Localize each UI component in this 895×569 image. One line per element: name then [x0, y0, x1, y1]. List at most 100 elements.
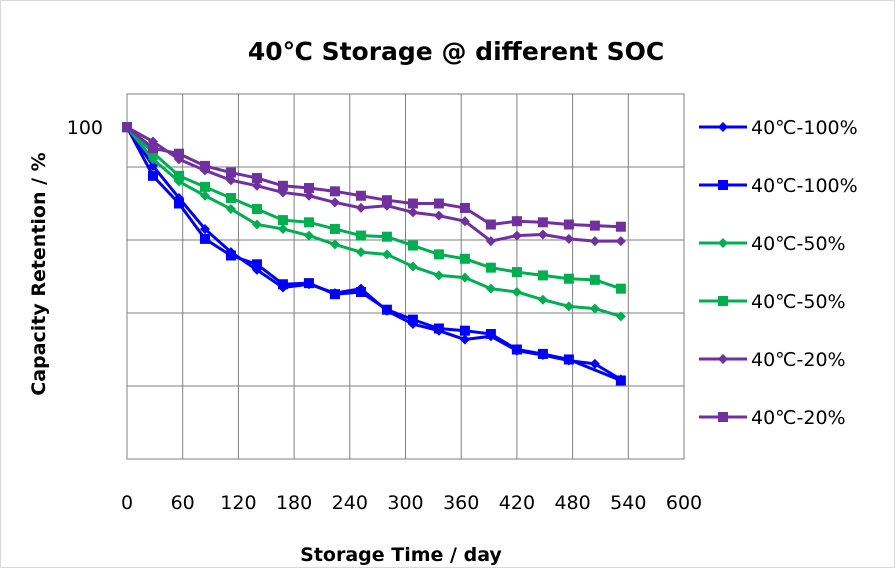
- data-point: [277, 223, 288, 234]
- data-point: [407, 240, 418, 251]
- data-point: [251, 180, 262, 191]
- series-6: [122, 122, 626, 232]
- data-point: [147, 143, 158, 154]
- data-point: [589, 303, 600, 314]
- data-point: [381, 249, 392, 260]
- data-point: [199, 223, 210, 234]
- data-point: [199, 190, 210, 201]
- data-point: [225, 250, 236, 261]
- data-point: [407, 207, 418, 218]
- data-point: [589, 358, 600, 369]
- legend-marker: [718, 122, 728, 132]
- legend-marker: [718, 412, 728, 422]
- legend-marker: [718, 238, 728, 248]
- data-point: [303, 217, 314, 228]
- data-point: [329, 239, 340, 250]
- data-point: [459, 216, 470, 227]
- data-point: [537, 217, 548, 228]
- data-point: [225, 192, 236, 203]
- data-point: [589, 236, 600, 247]
- legend-label: 40℃-100%: [751, 175, 858, 197]
- data-point: [277, 215, 288, 226]
- legend-label: 40℃-50%: [751, 233, 846, 255]
- data-point: [277, 180, 288, 191]
- legend-marker: [718, 296, 728, 306]
- data-point: [485, 329, 496, 340]
- series-line: [126, 126, 621, 229]
- legend-item: 40℃-20%: [699, 349, 846, 371]
- data-point: [563, 233, 574, 244]
- legend-item: 40℃-50%: [699, 233, 846, 255]
- x-tick-label: 600: [666, 492, 702, 514]
- data-point: [251, 219, 262, 230]
- data-point: [251, 173, 262, 184]
- data-point: [537, 348, 548, 359]
- data-point: [355, 286, 366, 297]
- legend-marker: [718, 354, 728, 364]
- data-point: [459, 334, 470, 345]
- data-point: [511, 267, 522, 278]
- data-point: [615, 221, 626, 232]
- data-point: [303, 183, 314, 194]
- series-5: [122, 122, 626, 247]
- series-line: [125, 126, 622, 318]
- data-point: [122, 122, 132, 133]
- data-point: [615, 283, 626, 294]
- data-point: [329, 223, 340, 234]
- data-point: [173, 148, 184, 159]
- data-point: [563, 273, 574, 284]
- data-point: [459, 325, 470, 336]
- x-tick-label: 540: [610, 492, 646, 514]
- data-point: [355, 202, 366, 213]
- data-point: [381, 304, 392, 315]
- data-point: [173, 198, 184, 209]
- data-point: [615, 375, 626, 386]
- data-point: [251, 259, 262, 270]
- x-tick-label: 60: [171, 492, 195, 514]
- data-point: [433, 198, 444, 209]
- legend-item: 40℃-20%: [699, 407, 846, 429]
- data-point: [173, 170, 184, 181]
- data-point: [433, 323, 444, 334]
- legend-label: 40℃-20%: [751, 349, 846, 371]
- legend-marker: [718, 180, 728, 190]
- data-point: [277, 279, 288, 290]
- x-tick-label: 480: [554, 492, 590, 514]
- plot-area: 0 60 120 180 240 300 360 420 480 540 600 100: [67, 93, 702, 514]
- data-point: [589, 274, 600, 285]
- data-point: [329, 289, 340, 300]
- data-point: [199, 233, 210, 244]
- data-point: [589, 220, 600, 231]
- x-tick-label: 300: [387, 492, 423, 514]
- data-point: [147, 170, 158, 181]
- series-2: [122, 122, 626, 386]
- data-point: [537, 270, 548, 281]
- data-point: [433, 210, 444, 221]
- data-point: [355, 247, 366, 258]
- x-tick-label: 420: [499, 492, 535, 514]
- data-point: [459, 253, 470, 264]
- data-point: [537, 229, 548, 240]
- data-point: [485, 283, 496, 294]
- legend-item: 40℃-50%: [699, 291, 846, 313]
- data-point: [225, 175, 236, 186]
- data-point: [225, 167, 236, 178]
- data-point: [459, 202, 470, 213]
- legend-item: 40℃-100%: [699, 175, 858, 197]
- legend-item: 40℃-100%: [699, 117, 858, 139]
- x-tick-label: 240: [332, 492, 368, 514]
- data-point: [225, 204, 236, 215]
- x-axis-title: Storage Time / day: [300, 544, 502, 566]
- data-point: [485, 262, 496, 273]
- data-point: [537, 294, 548, 305]
- data-point: [407, 198, 418, 209]
- data-point: [485, 236, 496, 247]
- data-point: [329, 197, 340, 208]
- data-point: [329, 186, 340, 197]
- x-tick-label: 0: [121, 492, 133, 514]
- data-point: [303, 230, 314, 241]
- series-3: [122, 122, 626, 322]
- legend: 40℃-100% 40℃-100% 40℃-50% 40℃-50% 40℃-20% 40℃…: [699, 117, 858, 429]
